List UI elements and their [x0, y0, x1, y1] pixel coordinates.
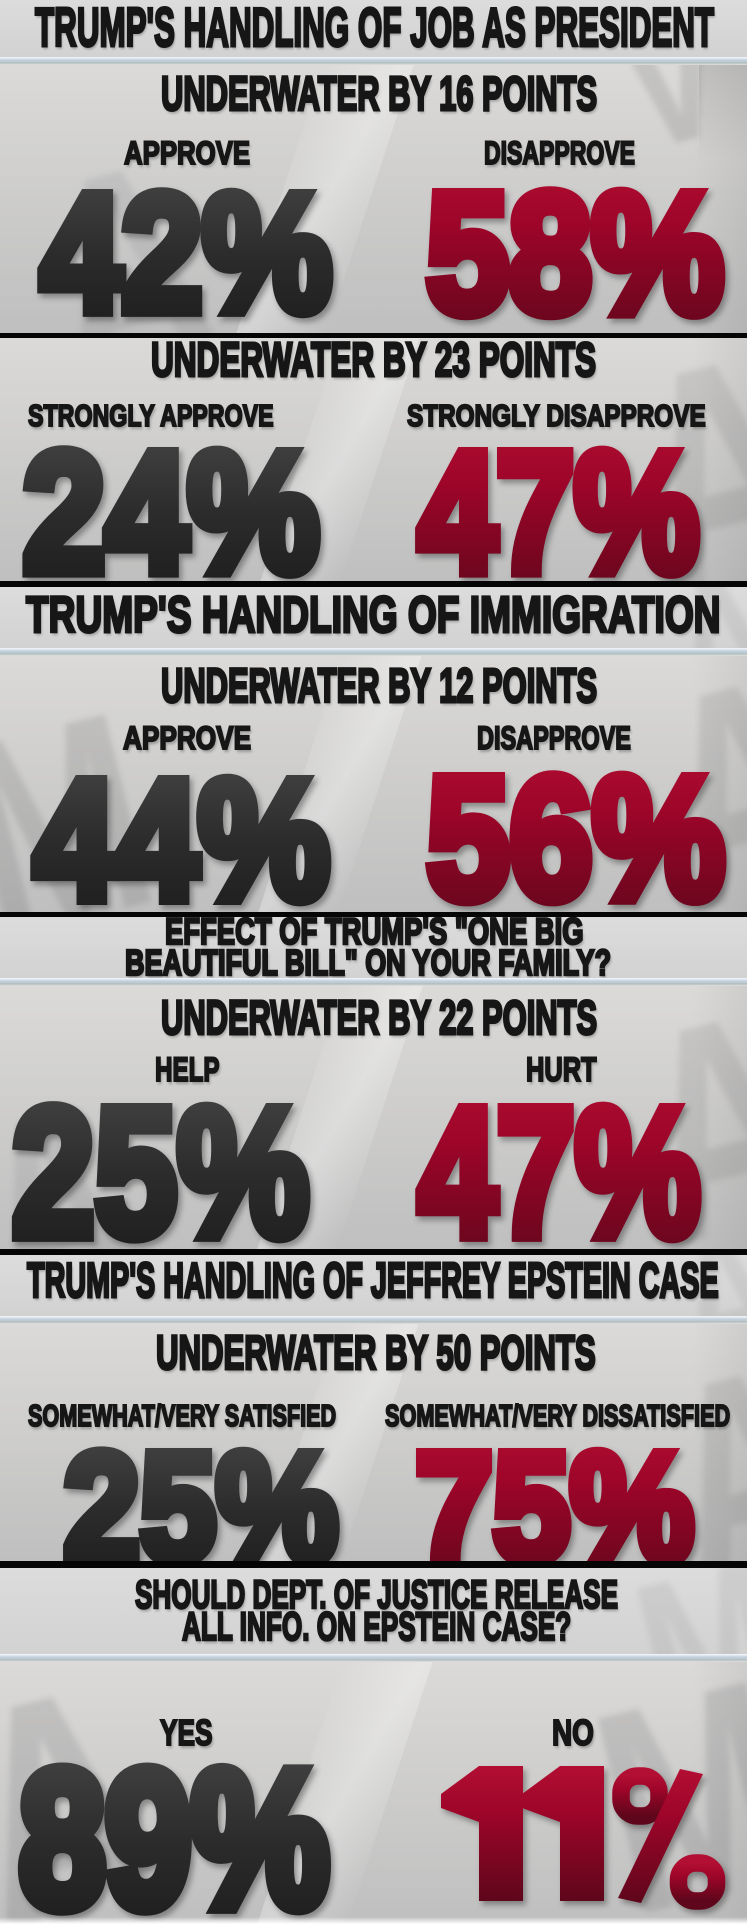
- svg-text:25%: 25%: [12, 1071, 309, 1249]
- svg-text:89%: 89%: [19, 1731, 328, 1924]
- svg-text:58%: 58%: [426, 157, 723, 333]
- svg-text:56%: 56%: [427, 741, 725, 912]
- svg-text:24%: 24%: [23, 416, 319, 581]
- svg-text:42%: 42%: [41, 160, 332, 333]
- svg-text:25%: 25%: [64, 1422, 338, 1561]
- svg-text:44%: 44%: [34, 745, 330, 912]
- svg-text:47%: 47%: [418, 417, 699, 581]
- svg-text:75%: 75%: [415, 1422, 693, 1561]
- svg-text:47%: 47%: [418, 1070, 700, 1249]
